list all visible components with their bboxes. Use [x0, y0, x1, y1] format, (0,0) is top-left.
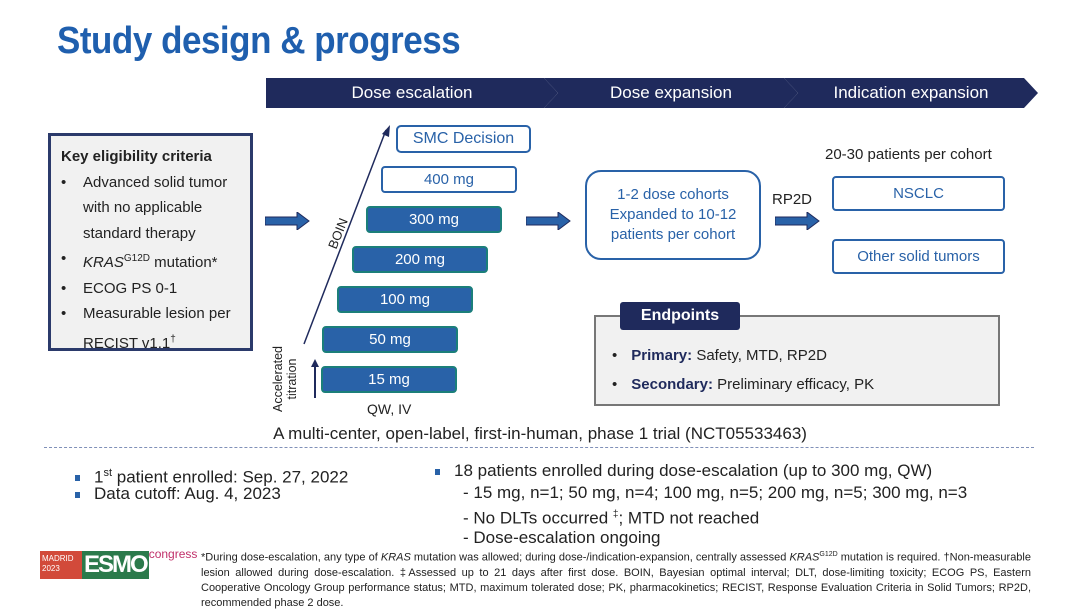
endpoints-box: • Primary: Safety, MTD, RP2D • Secondary: …: [594, 315, 1000, 406]
criteria-item: • Measurable lesion per RECIST v1.1†: [61, 305, 231, 352]
first-patient-enrolled: 1st patient enrolled: Sep. 27, 2022: [75, 461, 348, 490]
dose-enrollment-breakdown: - 15 mg, n=1; 50 mg, n=4; 100 mg, n=5; 2…: [463, 483, 968, 502]
dose-200mg: 200 mg: [352, 246, 488, 273]
right-arrow-icon: [775, 212, 820, 230]
cohort-nsclc: NSCLC: [832, 176, 1005, 211]
phase-dose-escalation: Dose escalation: [266, 78, 558, 108]
rp2d-label: RP2D: [772, 191, 813, 208]
criteria-item: • ECOG PS 0-1: [61, 279, 178, 297]
eligibility-criteria-box: Key eligibility criteria • Advanced solid…: [48, 133, 253, 352]
dose-400mg: 400 mg: [381, 166, 517, 193]
primary-endpoint: • Primary: Safety, MTD, RP2D: [612, 347, 827, 364]
expansion-cohorts-box: 1-2 dose cohorts Expanded to 10-12 patie…: [585, 170, 761, 260]
esmo-congress-logo: MADRID 2023 ESMO congress: [40, 547, 198, 579]
schedule-label: QW, IV: [367, 401, 412, 417]
dlt-status: - No DLTs occurred ‡; MTD not reached: [463, 508, 760, 528]
dose-15mg: 15 mg: [321, 366, 457, 393]
accelerated-titration-label: Accelerated titration: [271, 346, 299, 413]
cohort-size-label: 20-30 patients per cohort: [825, 146, 992, 163]
divider: [44, 447, 1034, 448]
dose-300mg: 300 mg: [366, 206, 502, 233]
trial-description: A multi-center, open-label, first-in-hum…: [273, 424, 807, 443]
secondary-endpoint: • Secondary: Preliminary efficacy, PK: [612, 376, 875, 393]
right-arrow-icon: [265, 212, 310, 230]
criteria-item: • Advanced solid tumor with no applicable…: [61, 173, 228, 242]
escalation-status: - Dose-escalation ongoing: [463, 528, 661, 547]
phase-dose-expansion: Dose expansion: [544, 78, 798, 108]
phase-indication-expansion: Indication expansion: [784, 78, 1038, 108]
dose-100mg: 100 mg: [337, 286, 473, 313]
right-arrow-icon: [526, 212, 571, 230]
footnotes: *During dose-escalation, any type of KRA…: [201, 551, 1031, 609]
dose-50mg: 50 mg: [322, 326, 458, 353]
data-cutoff: Data cutoff: Aug. 4, 2023: [75, 482, 281, 506]
enrollment-summary: 18 patients enrolled during dose-escalat…: [435, 459, 932, 483]
boin-escalation-arrow-icon: [303, 125, 390, 398]
criteria-heading: Key eligibility criteria: [61, 148, 212, 165]
page-title: Study design & progress: [57, 20, 461, 62]
smc-decision-box: SMC Decision: [396, 125, 531, 153]
endpoints-heading: Endpoints: [620, 302, 740, 330]
cohort-other-solid-tumors: Other solid tumors: [832, 239, 1005, 274]
criteria-item: • KRASG12D mutation*: [61, 250, 218, 271]
